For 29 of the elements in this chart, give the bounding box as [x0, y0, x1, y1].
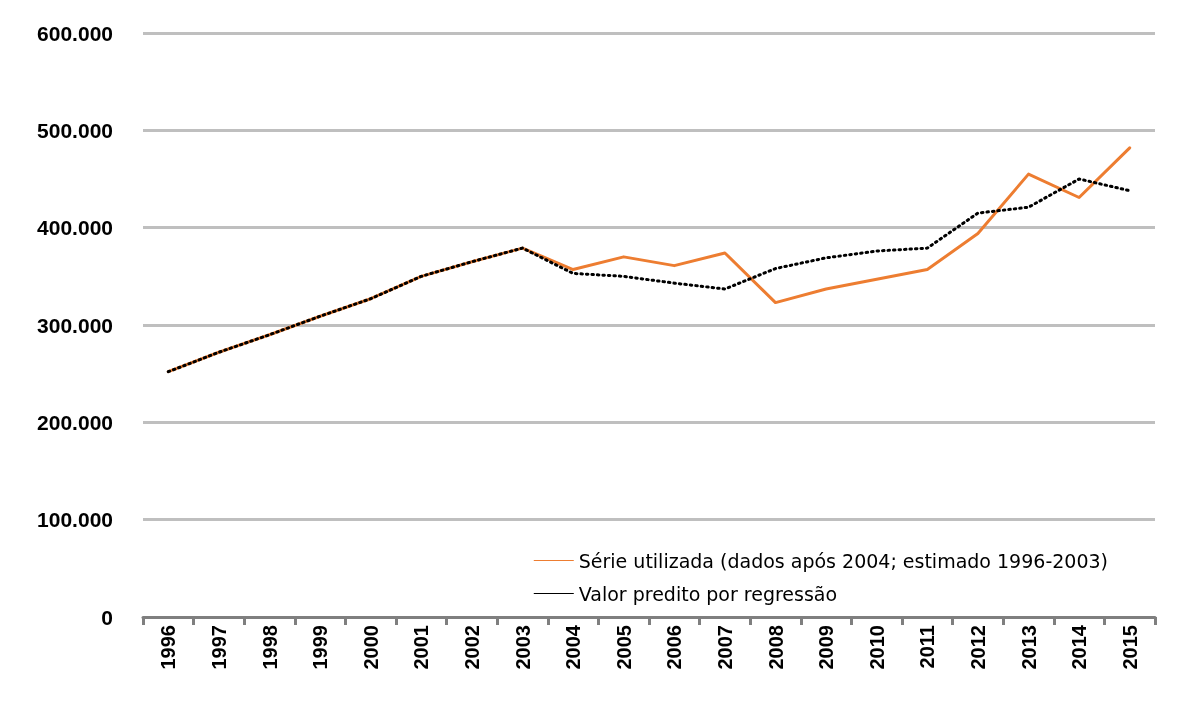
x-tick-label: 2007 — [713, 625, 736, 670]
x-tick-label: 2008 — [764, 625, 787, 670]
x-tick-label: 2002 — [460, 625, 483, 670]
x-tick-label: 2001 — [410, 625, 433, 670]
x-tick-label: 2000 — [359, 625, 382, 670]
legend-label: Valor predito por regressão — [578, 582, 838, 605]
x-tick-label: 2004 — [562, 624, 585, 670]
x-tick-label: 2015 — [1118, 625, 1141, 670]
x-tick-label: 2013 — [1017, 625, 1040, 670]
x-tick-label: 2011 — [916, 625, 939, 669]
x-tick-label: 2006 — [663, 625, 686, 670]
x-tick-label: 2003 — [511, 625, 534, 670]
x-tick-label: 2010 — [865, 625, 888, 670]
x-tick-label: 1999 — [309, 625, 332, 670]
x-tick-label: 1997 — [207, 625, 230, 670]
x-tick-label: 1998 — [258, 625, 281, 670]
y-tick-label: 500.000 — [37, 118, 113, 142]
y-tick-label: 100.000 — [37, 508, 113, 532]
x-tick-label: 1996 — [157, 625, 180, 670]
y-tick-label: 300.000 — [37, 313, 113, 337]
x-tick-label: 2014 — [1068, 624, 1091, 670]
x-tick-label: 2005 — [612, 625, 635, 670]
legend-label: Série utilizada (dados após 2004; estimado 1996-2003) — [578, 549, 1109, 572]
x-tick-label: 2012 — [966, 625, 989, 670]
x-tick-label: 2009 — [815, 625, 838, 670]
y-tick-label: 200.000 — [37, 410, 113, 434]
y-tick-label: 600.000 — [37, 21, 113, 45]
y-tick-label: 0 — [101, 605, 113, 629]
y-tick-label: 400.000 — [37, 216, 113, 240]
